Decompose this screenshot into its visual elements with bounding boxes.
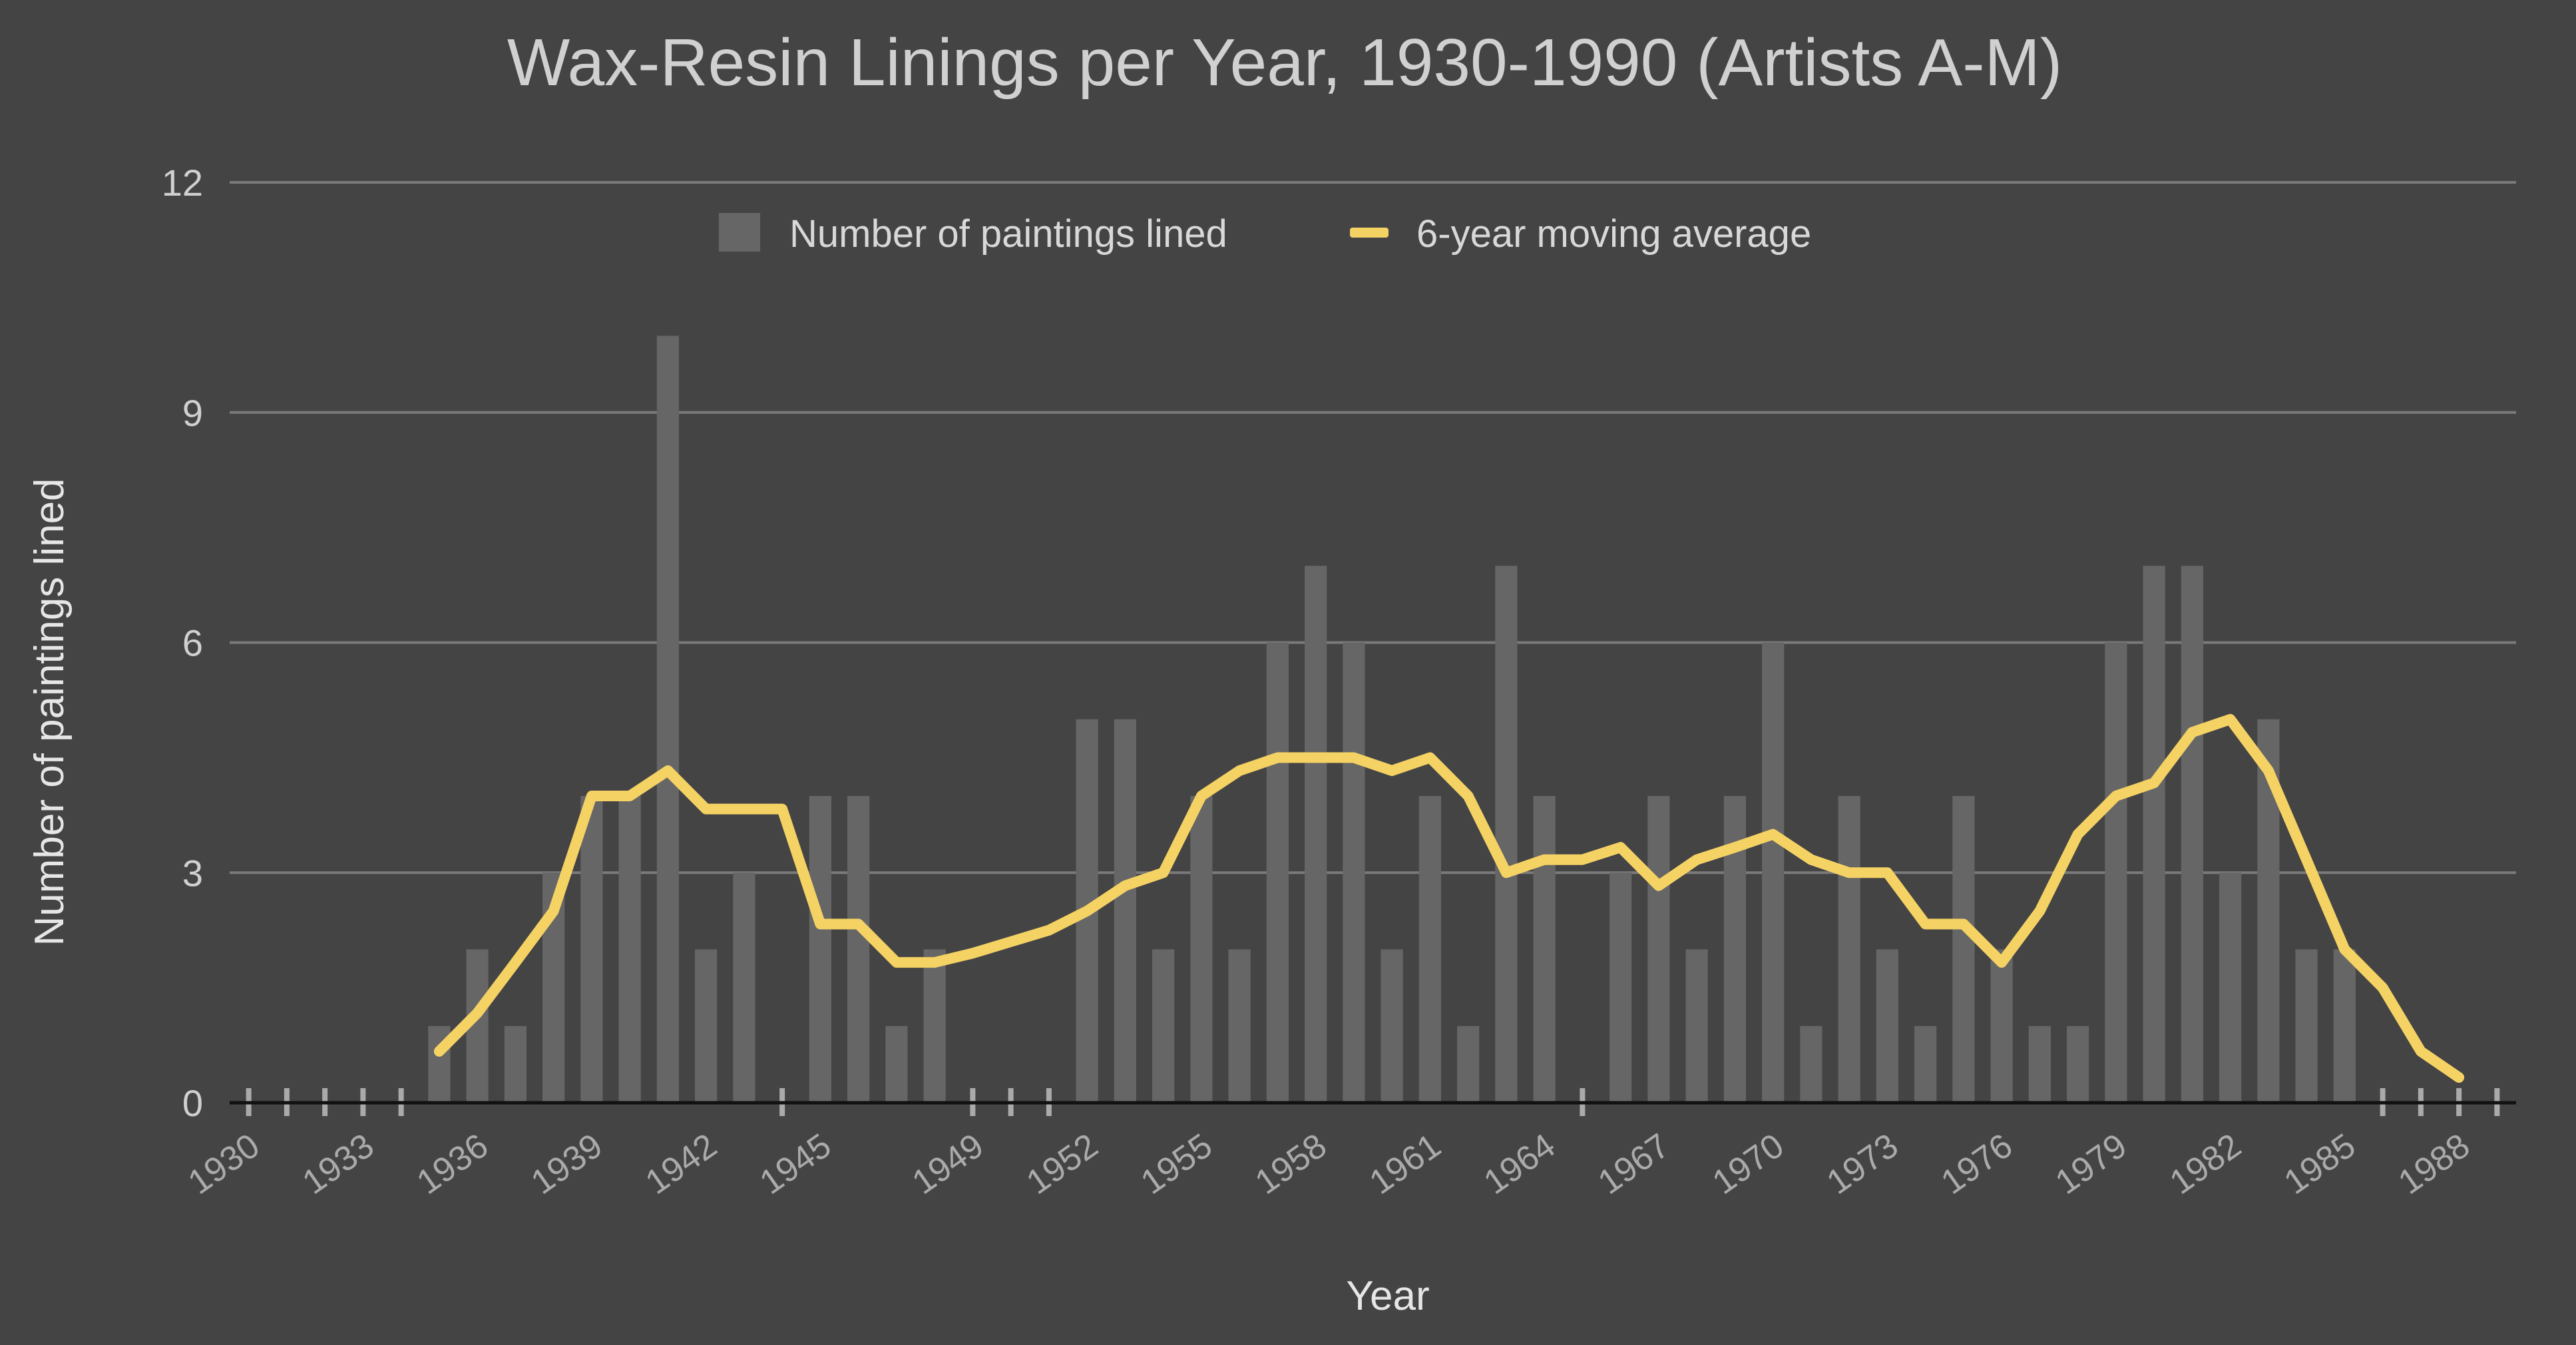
x-tick-label: 1942	[638, 1126, 724, 1202]
bar	[1533, 796, 1556, 1103]
bar	[1685, 949, 1708, 1103]
x-tick-label: 1933	[296, 1126, 381, 1202]
bar	[1647, 796, 1670, 1103]
bar	[1838, 796, 1860, 1103]
legend-label-line: 6-year moving average	[1416, 212, 1811, 256]
bar	[1610, 872, 1632, 1103]
y-tick-label: 3	[182, 852, 203, 894]
x-tick-label: 1976	[1934, 1126, 2020, 1202]
y-tick-label: 6	[182, 622, 203, 664]
x-tick-label: 1930	[181, 1126, 266, 1202]
bar	[2333, 949, 2356, 1103]
x-tick-label: 1945	[753, 1126, 838, 1202]
bar	[809, 796, 831, 1103]
bar	[2067, 1026, 2089, 1103]
bar	[2219, 872, 2242, 1103]
zero-markers	[230, 1088, 2516, 1116]
x-tick-label: 1967	[1592, 1126, 1677, 1202]
bar	[695, 949, 718, 1103]
x-tick-label: 1949	[905, 1126, 990, 1202]
bar	[1457, 1026, 1480, 1103]
x-tick-labels: 1930 1933 1936 1939 1942 1945 1949 1952 1955 1958…	[181, 1126, 2477, 1202]
y-tick-label: 0	[182, 1082, 203, 1124]
x-tick-label: 1979	[2049, 1126, 2134, 1202]
bar	[847, 796, 870, 1103]
bar	[1114, 719, 1136, 1103]
bar	[580, 796, 603, 1103]
bar	[2028, 1026, 2051, 1103]
bar	[2105, 642, 2127, 1103]
x-tick-label: 1961	[1363, 1126, 1448, 1202]
bar	[2295, 949, 2318, 1103]
chart-title: Wax-Resin Linings per Year, 1930-1990 (A…	[507, 25, 2062, 100]
bar	[1952, 796, 1975, 1103]
y-tick-label: 12	[162, 162, 203, 204]
bar	[1266, 642, 1289, 1103]
y-tick-labels: 0 3 6 9 12	[162, 162, 203, 1124]
x-tick-label: 1973	[1820, 1126, 1905, 1202]
x-tick-label: 1952	[1020, 1126, 1105, 1202]
x-tick-label: 1955	[1134, 1126, 1219, 1202]
bar	[1876, 949, 1898, 1103]
bar	[1381, 949, 1403, 1103]
bar	[504, 1026, 527, 1103]
x-tick-label: 1982	[2163, 1126, 2248, 1202]
x-tick-label: 1958	[1248, 1126, 1333, 1202]
bar	[2181, 566, 2203, 1103]
bar	[1228, 949, 1251, 1103]
x-tick-label: 1936	[410, 1126, 495, 1202]
gridlines	[230, 181, 2516, 874]
x-tick-label: 1985	[2277, 1126, 2362, 1202]
bar	[656, 335, 679, 1103]
bar	[1495, 566, 1518, 1103]
y-tick-label: 9	[182, 392, 203, 434]
bar	[2143, 566, 2165, 1103]
bar	[1990, 949, 2013, 1103]
moving-average-line	[433, 713, 2465, 1083]
bar	[1800, 1026, 1823, 1103]
legend: Number of paintings lined 6-year moving …	[719, 212, 1811, 256]
bar	[1762, 642, 1785, 1103]
bar	[1418, 796, 1441, 1103]
legend-swatch-line	[1350, 228, 1389, 238]
x-axis-label: Year	[1346, 1273, 1429, 1319]
x-tick-label: 1964	[1477, 1126, 1562, 1202]
bar	[1343, 642, 1365, 1103]
bar	[1305, 566, 1327, 1103]
bar	[885, 1026, 908, 1103]
y-axis-label: Number of paintings lined	[27, 478, 73, 946]
bar	[923, 949, 946, 1103]
bar	[618, 796, 641, 1103]
bar-series	[428, 335, 2356, 1103]
x-tick-label: 1970	[1705, 1126, 1791, 1202]
legend-label-bars: Number of paintings lined	[789, 212, 1227, 256]
bar	[1190, 796, 1213, 1103]
bar	[733, 872, 755, 1103]
line-series	[433, 713, 2465, 1083]
legend-swatch-bars	[719, 213, 760, 252]
bar	[1152, 949, 1175, 1103]
bar	[1914, 1026, 1937, 1103]
x-tick-label: 1939	[525, 1126, 610, 1202]
x-tick-label: 1988	[2392, 1126, 2477, 1202]
